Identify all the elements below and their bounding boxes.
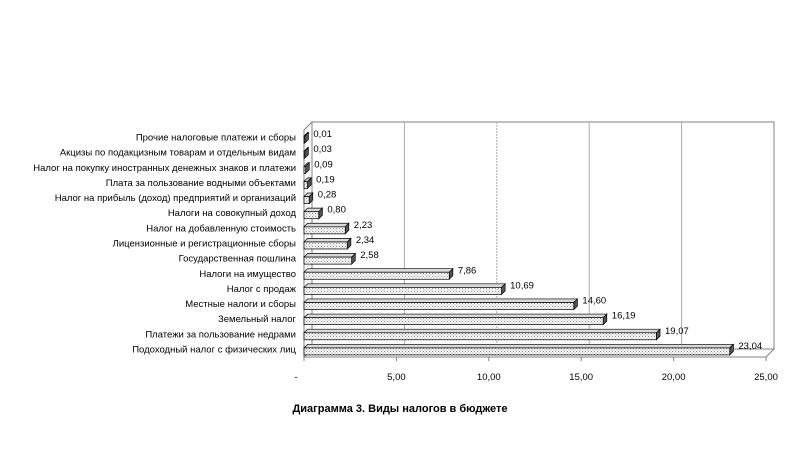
category-label: Прочие налоговые платежи и сборы <box>136 133 296 144</box>
value-label: 0,01 <box>313 129 332 140</box>
x-tick-label: 15,00 <box>569 372 593 383</box>
category-label: Платежи за пользование недрами <box>145 329 296 340</box>
x-axis: - 5,00 10,00 15,00 20,00 25,00 <box>294 357 778 383</box>
bar <box>303 298 579 311</box>
value-label: 2,23 <box>354 220 373 231</box>
category-label: Акцизы по подакцизным товарам и отдельны… <box>60 148 296 159</box>
value-label: 16,19 <box>612 311 636 322</box>
bar <box>303 237 352 250</box>
category-label: Налог с продаж <box>227 284 297 295</box>
bar <box>303 252 357 265</box>
bar <box>303 177 312 190</box>
value-label: 23,04 <box>738 341 762 352</box>
value-label: 0,28 <box>318 190 337 201</box>
category-label: Земельный налог <box>218 314 296 325</box>
value-label: 0,09 <box>314 159 333 170</box>
value-label: 0,03 <box>313 144 332 155</box>
chart-title: Диаграмма 3. Виды налогов в бюджете <box>292 403 508 415</box>
category-label: Плата за пользование водными объектами <box>106 178 296 189</box>
value-label: 2,58 <box>360 250 379 261</box>
bar <box>303 328 661 341</box>
x-tick-label: - <box>294 372 297 383</box>
value-label: 19,07 <box>665 326 689 337</box>
bar <box>303 146 310 160</box>
value-labels: 23,04 19,07 16,19 14,60 10,69 7,86 2,58 2,34 2,2… <box>313 129 762 352</box>
category-label: Налог на покупку иностранных денежных зн… <box>33 163 296 174</box>
value-label: 14,60 <box>582 296 606 307</box>
x-tick-label: 20,00 <box>662 372 686 383</box>
bar <box>303 282 506 296</box>
category-label: Налоги на имущество <box>199 269 296 280</box>
category-labels: Подоходный налог с физических лиц Платежи… <box>33 133 296 356</box>
bar <box>303 267 454 281</box>
bar <box>303 207 324 220</box>
category-label: Налог на прибыль (доход) предприятий и о… <box>55 193 296 204</box>
bar <box>303 131 310 144</box>
value-label: 2,34 <box>356 235 375 246</box>
bar <box>303 343 735 356</box>
bar <box>303 222 350 235</box>
x-tick-label: 25,00 <box>754 372 778 383</box>
value-label: 0,80 <box>327 205 346 216</box>
x-tick-label: 10,00 <box>477 372 501 383</box>
category-label: Налог на добавленную стоимость <box>146 223 296 234</box>
x-tick-label: 5,00 <box>387 372 406 383</box>
value-label: 10,69 <box>510 280 534 291</box>
gridlines <box>403 122 683 349</box>
bar <box>303 313 608 326</box>
category-label: Лицензионные и регистрационные сборы <box>113 239 297 250</box>
category-label: Подоходный налог с физических лиц <box>132 344 296 355</box>
value-label: 7,86 <box>458 265 477 276</box>
category-label: Государственная пошлина <box>179 254 297 265</box>
value-label: 0,19 <box>316 174 335 185</box>
bar <box>303 161 311 175</box>
category-label: Налоги на совокупный доход <box>168 208 297 219</box>
category-label: Местные налоги и сборы <box>185 299 296 310</box>
bar <box>303 192 314 205</box>
bars <box>303 131 735 356</box>
